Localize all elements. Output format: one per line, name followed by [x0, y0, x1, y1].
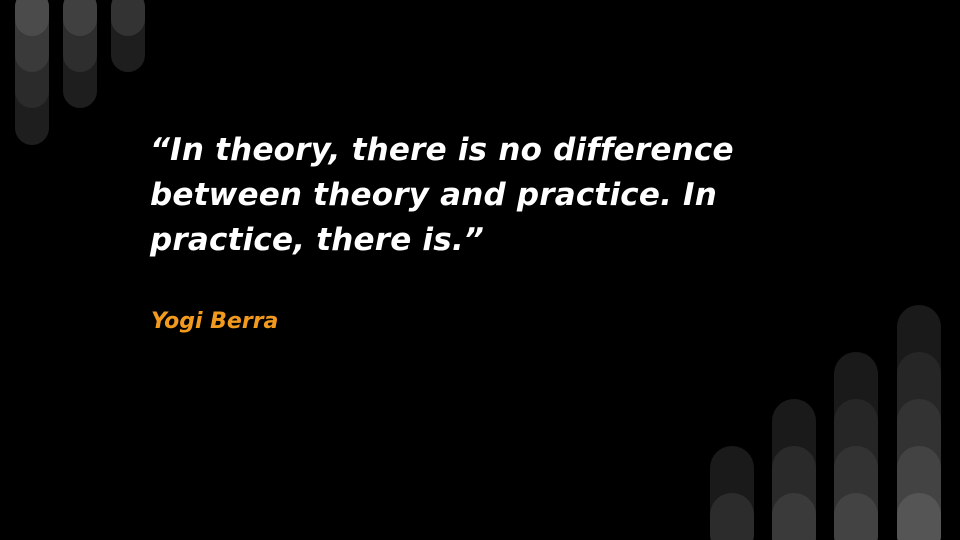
quote-author: Yogi Berra [151, 309, 279, 334]
quote-text: “In theory, there is no difference betwe… [150, 132, 734, 258]
bottom-right-decoration [710, 305, 941, 540]
top-left-decoration [15, 0, 145, 145]
